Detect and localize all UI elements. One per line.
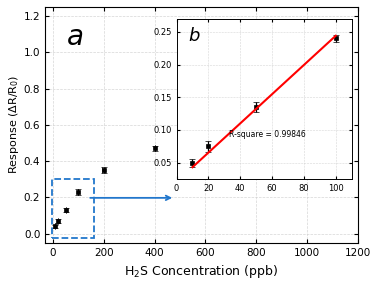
- Text: a: a: [67, 24, 84, 51]
- Bar: [51, 179, 93, 238]
- X-axis label: H$_2$S Concentration (ppb): H$_2$S Concentration (ppb): [124, 263, 279, 280]
- Y-axis label: Response (ΔR/R$_0$): Response (ΔR/R$_0$): [7, 75, 21, 174]
